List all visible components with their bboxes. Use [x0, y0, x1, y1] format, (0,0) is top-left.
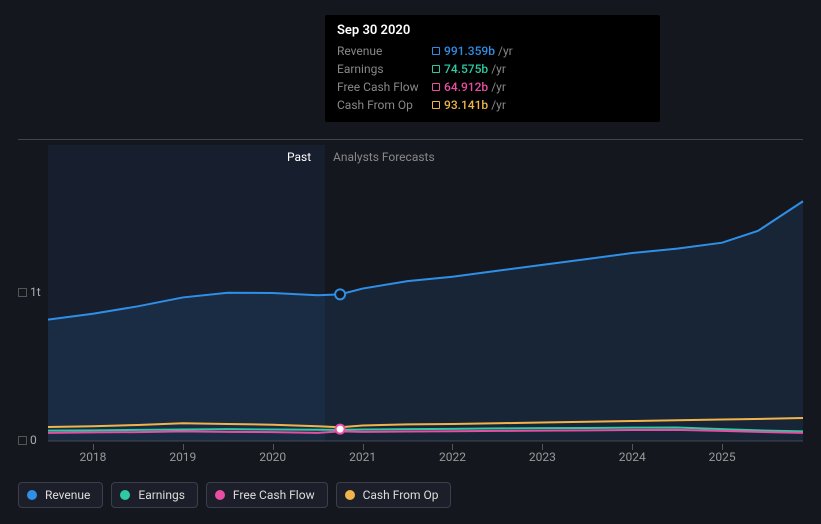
- tooltip-row: Earnings 74.575b /yr: [337, 60, 648, 78]
- legend-item-cash_from_op[interactable]: Cash From Op: [336, 482, 452, 508]
- tooltip-row-suffix: /yr: [498, 44, 513, 58]
- tooltip-row-suffix: /yr: [491, 80, 506, 94]
- x-tick-label: 2022: [439, 450, 466, 464]
- top-divider: [18, 139, 803, 140]
- x-tick-label: 2020: [259, 450, 286, 464]
- tooltip-row-suffix: /yr: [491, 98, 506, 112]
- y-tick-label: 0: [18, 433, 37, 447]
- tooltip-row: Cash From Op 93.141b /yr: [337, 96, 648, 114]
- legend-dot-icon: [345, 490, 355, 500]
- x-tick-label: 2023: [529, 450, 556, 464]
- legend-dot-icon: [120, 490, 130, 500]
- legend-dot-icon: [27, 490, 37, 500]
- tooltip-row: Revenue 991.359b /yr: [337, 42, 648, 60]
- tooltip-row-value: 991.359b: [444, 44, 495, 58]
- y-tick-label: 1t: [18, 285, 41, 299]
- tooltip-row-value: 74.575b: [444, 62, 488, 76]
- past-section-label: Past: [287, 150, 311, 164]
- x-tick-label: 2024: [619, 450, 646, 464]
- series-marker-icon: [432, 47, 440, 55]
- x-tick-label: 2025: [709, 450, 736, 464]
- legend: Revenue Earnings Free Cash Flow Cash Fro…: [18, 482, 451, 508]
- tooltip-row-label: Earnings: [337, 62, 432, 76]
- tooltip-row-suffix: /yr: [491, 62, 506, 76]
- tooltip-row-label: Free Cash Flow: [337, 80, 432, 94]
- tooltip-row: Free Cash Flow 64.912b /yr: [337, 78, 648, 96]
- legend-item-label: Revenue: [45, 488, 90, 502]
- tooltip-row-value: 93.141b: [444, 98, 488, 112]
- forecast-section-label: Analysts Forecasts: [333, 150, 435, 164]
- legend-item-label: Earnings: [138, 488, 185, 502]
- tooltip-date: Sep 30 2020: [337, 23, 648, 38]
- tooltip-row-label: Revenue: [337, 44, 432, 58]
- x-tick-label: 2018: [79, 450, 106, 464]
- legend-item-free_cash_flow[interactable]: Free Cash Flow: [206, 482, 328, 508]
- legend-item-revenue[interactable]: Revenue: [18, 482, 103, 508]
- legend-item-label: Free Cash Flow: [233, 488, 315, 502]
- tooltip-row-value: 64.912b: [444, 80, 488, 94]
- series-marker-icon: [432, 83, 440, 91]
- chart-tooltip: Sep 30 2020 Revenue 991.359b /yr Earning…: [325, 15, 660, 122]
- legend-dot-icon: [215, 490, 225, 500]
- x-tick-label: 2019: [169, 450, 196, 464]
- series-marker-icon: [432, 65, 440, 73]
- x-tick-label: 2021: [349, 450, 376, 464]
- legend-item-label: Cash From Op: [363, 488, 439, 502]
- tooltip-row-label: Cash From Op: [337, 98, 432, 112]
- series-marker-icon: [432, 101, 440, 109]
- legend-item-earnings[interactable]: Earnings: [111, 482, 198, 508]
